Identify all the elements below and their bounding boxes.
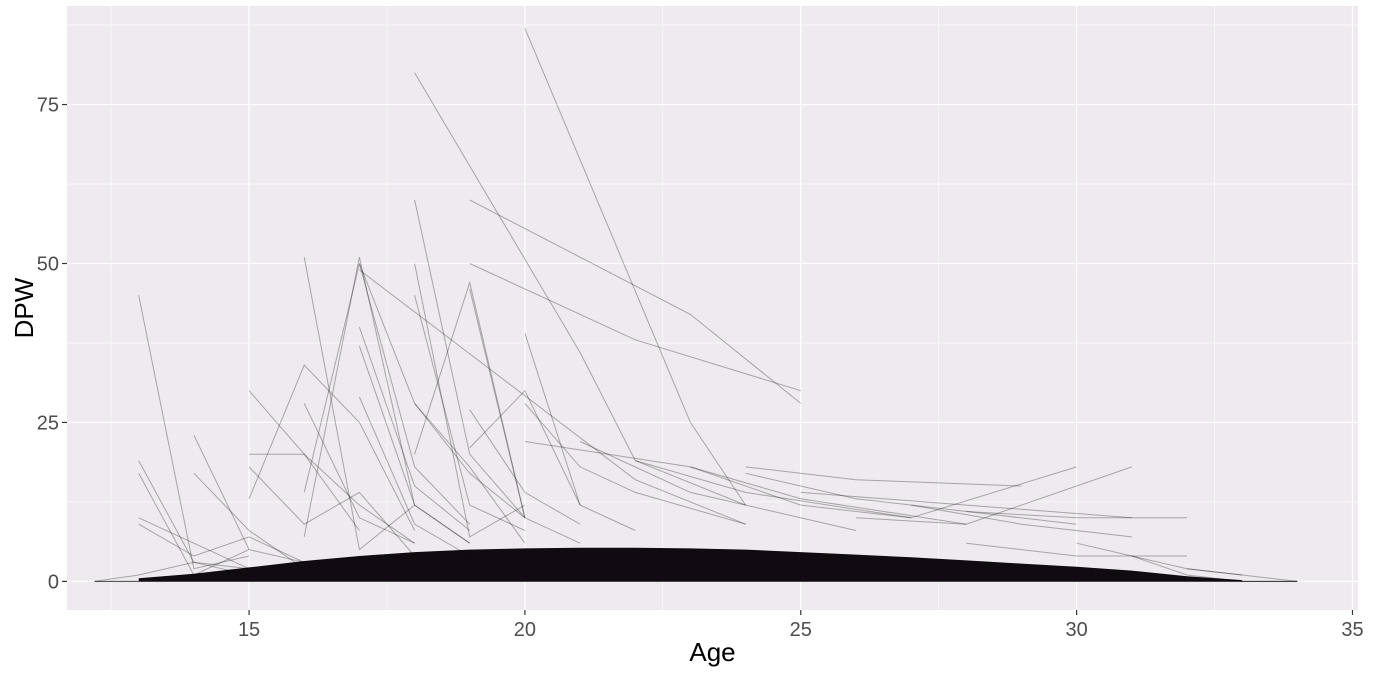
series-lines xyxy=(94,28,1298,582)
trajectory-line xyxy=(414,72,746,506)
x-tick-label: 20 xyxy=(514,619,536,641)
plot-panel xyxy=(67,6,1358,610)
trajectory-line xyxy=(414,403,526,544)
trajectory-line xyxy=(524,333,636,531)
trajectory-line xyxy=(358,345,470,544)
trajectory-line xyxy=(745,472,1077,525)
trajectory-line xyxy=(469,409,581,525)
trajectory-line xyxy=(303,256,470,544)
trajectory-line xyxy=(1186,568,1298,582)
trajectory-line xyxy=(193,434,305,563)
trajectory-line xyxy=(248,390,360,531)
trajectory-line xyxy=(414,280,526,518)
y-tick-label: 75 xyxy=(37,95,59,117)
trajectory-line xyxy=(800,466,1077,519)
trajectory-line xyxy=(303,263,471,525)
trajectory-line xyxy=(1131,555,1298,582)
trajectory-line xyxy=(94,561,250,582)
trajectory-line xyxy=(855,466,1132,525)
trajectory-line xyxy=(303,257,415,551)
trajectory-line xyxy=(414,199,526,519)
trajectory-line xyxy=(524,403,746,525)
axes: 15 20 25 30 35 0 25 50 75 xyxy=(37,95,1364,641)
grid-lines xyxy=(67,6,1358,610)
y-axis-title: DPW xyxy=(9,277,39,338)
trajectory-line xyxy=(249,453,415,544)
trajectory-line xyxy=(138,295,250,570)
x-axis-title: Age xyxy=(689,637,735,667)
trajectory-line xyxy=(469,389,581,506)
trajectory-line xyxy=(579,441,857,531)
trajectory-line xyxy=(359,269,746,525)
trajectory-line xyxy=(138,523,305,563)
y-tick-label: 25 xyxy=(37,412,59,434)
trajectory-line xyxy=(248,364,416,531)
trajectory-line xyxy=(469,263,801,392)
trajectory-line xyxy=(966,511,1187,519)
trajectory-line xyxy=(911,504,1132,538)
x-tick-label: 25 xyxy=(790,619,812,641)
trajectory-line xyxy=(524,441,801,506)
x-tick-label: 15 xyxy=(238,619,260,641)
trajectory-line xyxy=(248,466,415,557)
dense-trajectory-band xyxy=(138,547,1243,582)
trajectory-line xyxy=(635,460,912,519)
trajectory-line xyxy=(469,199,802,404)
dense-band xyxy=(94,547,1298,582)
trajectory-line xyxy=(414,295,526,531)
trajectory-line xyxy=(138,473,250,576)
y-tick-label: 50 xyxy=(37,253,59,275)
y-tick-label: 0 xyxy=(48,571,59,593)
trajectory-line xyxy=(358,263,526,519)
trajectory-line xyxy=(1076,542,1243,576)
trajectory-line xyxy=(358,326,471,531)
trajectory-line xyxy=(524,28,747,506)
trajectory-line xyxy=(414,263,526,538)
x-tick-label: 30 xyxy=(1066,619,1088,641)
x-tick-label: 35 xyxy=(1341,619,1363,641)
trajectory-line xyxy=(690,466,967,525)
trajectory-line xyxy=(800,491,1132,519)
trajectory-line xyxy=(138,460,250,576)
trajectory-line xyxy=(358,396,470,557)
trajectory-line xyxy=(469,288,581,544)
trajectory-line xyxy=(966,542,1187,557)
trajectory-line xyxy=(138,517,250,570)
trajectory-line xyxy=(745,466,1022,487)
trajectory-line xyxy=(303,403,415,544)
trajectory-line xyxy=(193,472,305,570)
